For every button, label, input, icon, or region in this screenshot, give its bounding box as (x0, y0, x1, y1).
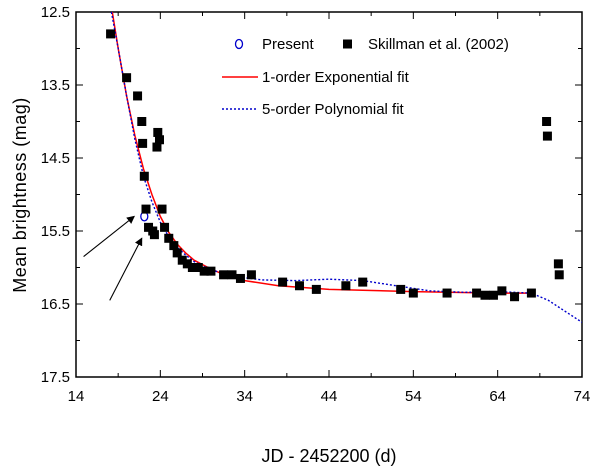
skillman-data-point (311, 284, 321, 294)
y-tick-label: 12.5 (41, 4, 70, 21)
y-tick-label: 14.5 (41, 150, 70, 167)
skillman-data-point (246, 270, 256, 280)
legend-skillman-marker (343, 39, 352, 49)
skillman-data-point (154, 135, 164, 145)
skillman-data-point (133, 91, 143, 101)
skillman-data-point (408, 288, 418, 298)
x-tick-label: 64 (489, 388, 506, 405)
x-tick-label: 44 (321, 388, 338, 405)
skillman-data-point (169, 241, 179, 251)
legend-present-marker (234, 38, 244, 50)
legend-present-label: Present (262, 36, 315, 53)
y-tick-label: 17.5 (41, 369, 70, 386)
y-axis-label: Mean brightness (mag) (10, 97, 30, 293)
y-tick-label: 13.5 (41, 77, 70, 94)
legend: Present Skillman et al. (2002) 1-order Exp… (222, 36, 509, 118)
skillman-data-point (149, 230, 159, 240)
y-tick-label: 15.5 (41, 223, 70, 240)
skillman-data-point (137, 117, 147, 126)
skillman-data-point (396, 284, 406, 294)
skillman-data-point (472, 288, 482, 298)
skillman-data-point (358, 277, 368, 287)
annotation-arrow (109, 237, 143, 301)
skillman-data-point (219, 270, 229, 280)
legend-skillman-label: Skillman et al. (2002) (368, 36, 509, 53)
x-tick-label: 54 (405, 388, 422, 405)
polynomial-fit-line (110, 12, 582, 323)
skillman-data-point (497, 286, 507, 296)
skillman-data-point (152, 142, 162, 152)
skillman-data-point (442, 288, 452, 298)
skillman-data-point (526, 288, 536, 298)
skillman-data-point (294, 281, 304, 291)
x-axis-label: JD - 2452200 (d) (261, 446, 396, 466)
skillman-data-point (235, 273, 245, 283)
y-tick-labels: 12.5 13.5 14.5 15.5 16.5 17.5 (41, 4, 70, 386)
legend-exponential-label: 1-order Exponential fit (262, 69, 410, 86)
skillman-data-point (227, 270, 237, 280)
skillman-data-point (554, 270, 564, 280)
skillman-data-point (206, 266, 216, 276)
skillman-data-point (542, 117, 552, 126)
x-tick-label: 34 (236, 388, 253, 405)
skillman-data-point (193, 263, 203, 272)
axis-ticks (75, 11, 583, 378)
skillman-data-point (141, 204, 151, 214)
skillman-data-point (106, 29, 116, 39)
exponential-fit-line (111, 12, 532, 294)
skillman-data-point (510, 292, 520, 302)
skillman-data-point (182, 259, 192, 269)
x-tick-label: 14 (68, 388, 85, 405)
skillman-data-point (164, 233, 174, 243)
skillman-data-point (153, 127, 163, 137)
skillman-data-point (278, 277, 288, 287)
y-tick-label: 16.5 (41, 296, 70, 313)
annotation-arrows (83, 215, 143, 301)
skillman-data-point (199, 266, 209, 276)
x-tick-label: 24 (152, 388, 169, 405)
skillman-data-point (138, 138, 148, 148)
skillman-data-point (122, 73, 132, 83)
x-tick-label: 74 (574, 388, 591, 405)
skillman-data-point (341, 281, 351, 291)
fit-lines (110, 12, 582, 323)
skillman-data-point (177, 255, 187, 265)
annotation-arrow (83, 215, 135, 257)
skillman-data-point (542, 131, 552, 141)
skillman-data-point (160, 222, 170, 232)
skillman-data-point (157, 204, 167, 214)
skillman-data-point (139, 171, 149, 181)
x-tick-labels: 14 24 34 44 54 64 74 (68, 388, 591, 405)
skillman-data-point (553, 259, 563, 269)
legend-polynomial-label: 5-order Polynomial fit (262, 101, 405, 118)
skillman-data-point (480, 290, 490, 300)
skillman-data-point (172, 248, 182, 258)
skillman-data-point (488, 290, 498, 300)
data-markers (106, 29, 564, 302)
skillman-data-point (187, 263, 197, 272)
